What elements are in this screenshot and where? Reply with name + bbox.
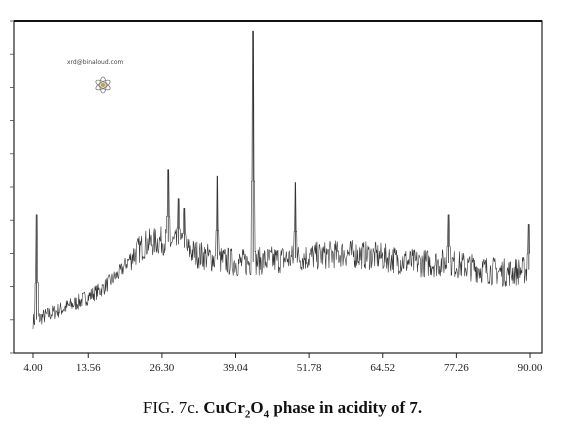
caption-description: phase in acidity of 7. <box>273 398 423 417</box>
plot-frame <box>13 20 543 354</box>
caption-compound: CuCr2O4 <box>203 398 270 421</box>
watermark: xrd@binaloud.com <box>67 59 124 94</box>
x-tick-label: 64.52 <box>370 362 395 374</box>
watermark-text: xrd@binaloud.com <box>67 59 124 66</box>
y-axis-ticks <box>10 20 14 354</box>
x-tick-label: 39.04 <box>223 362 248 374</box>
figure-caption: FIG. 7c. CuCr2O4 phase in acidity of 7. <box>0 398 565 420</box>
x-tick-label: 77.26 <box>444 362 469 374</box>
x-axis-ticks <box>32 353 531 358</box>
x-tick-label: 13.56 <box>76 362 101 374</box>
x-axis-tick-labels: 4.00 13.56 26.30 39.04 51.78 64.52 77.26 90.00 <box>23 362 543 374</box>
atom-logo-icon <box>95 76 111 94</box>
x-tick-label: 4.00 <box>23 362 43 374</box>
x-tick-label: 90.00 <box>518 362 543 374</box>
xrd-pattern-line <box>32 30 531 330</box>
caption-figure-number: FIG. 7c. <box>142 398 200 417</box>
diffraction-series <box>32 30 531 330</box>
x-tick-label: 26.30 <box>149 362 174 374</box>
x-tick-label: 51.78 <box>297 362 322 374</box>
